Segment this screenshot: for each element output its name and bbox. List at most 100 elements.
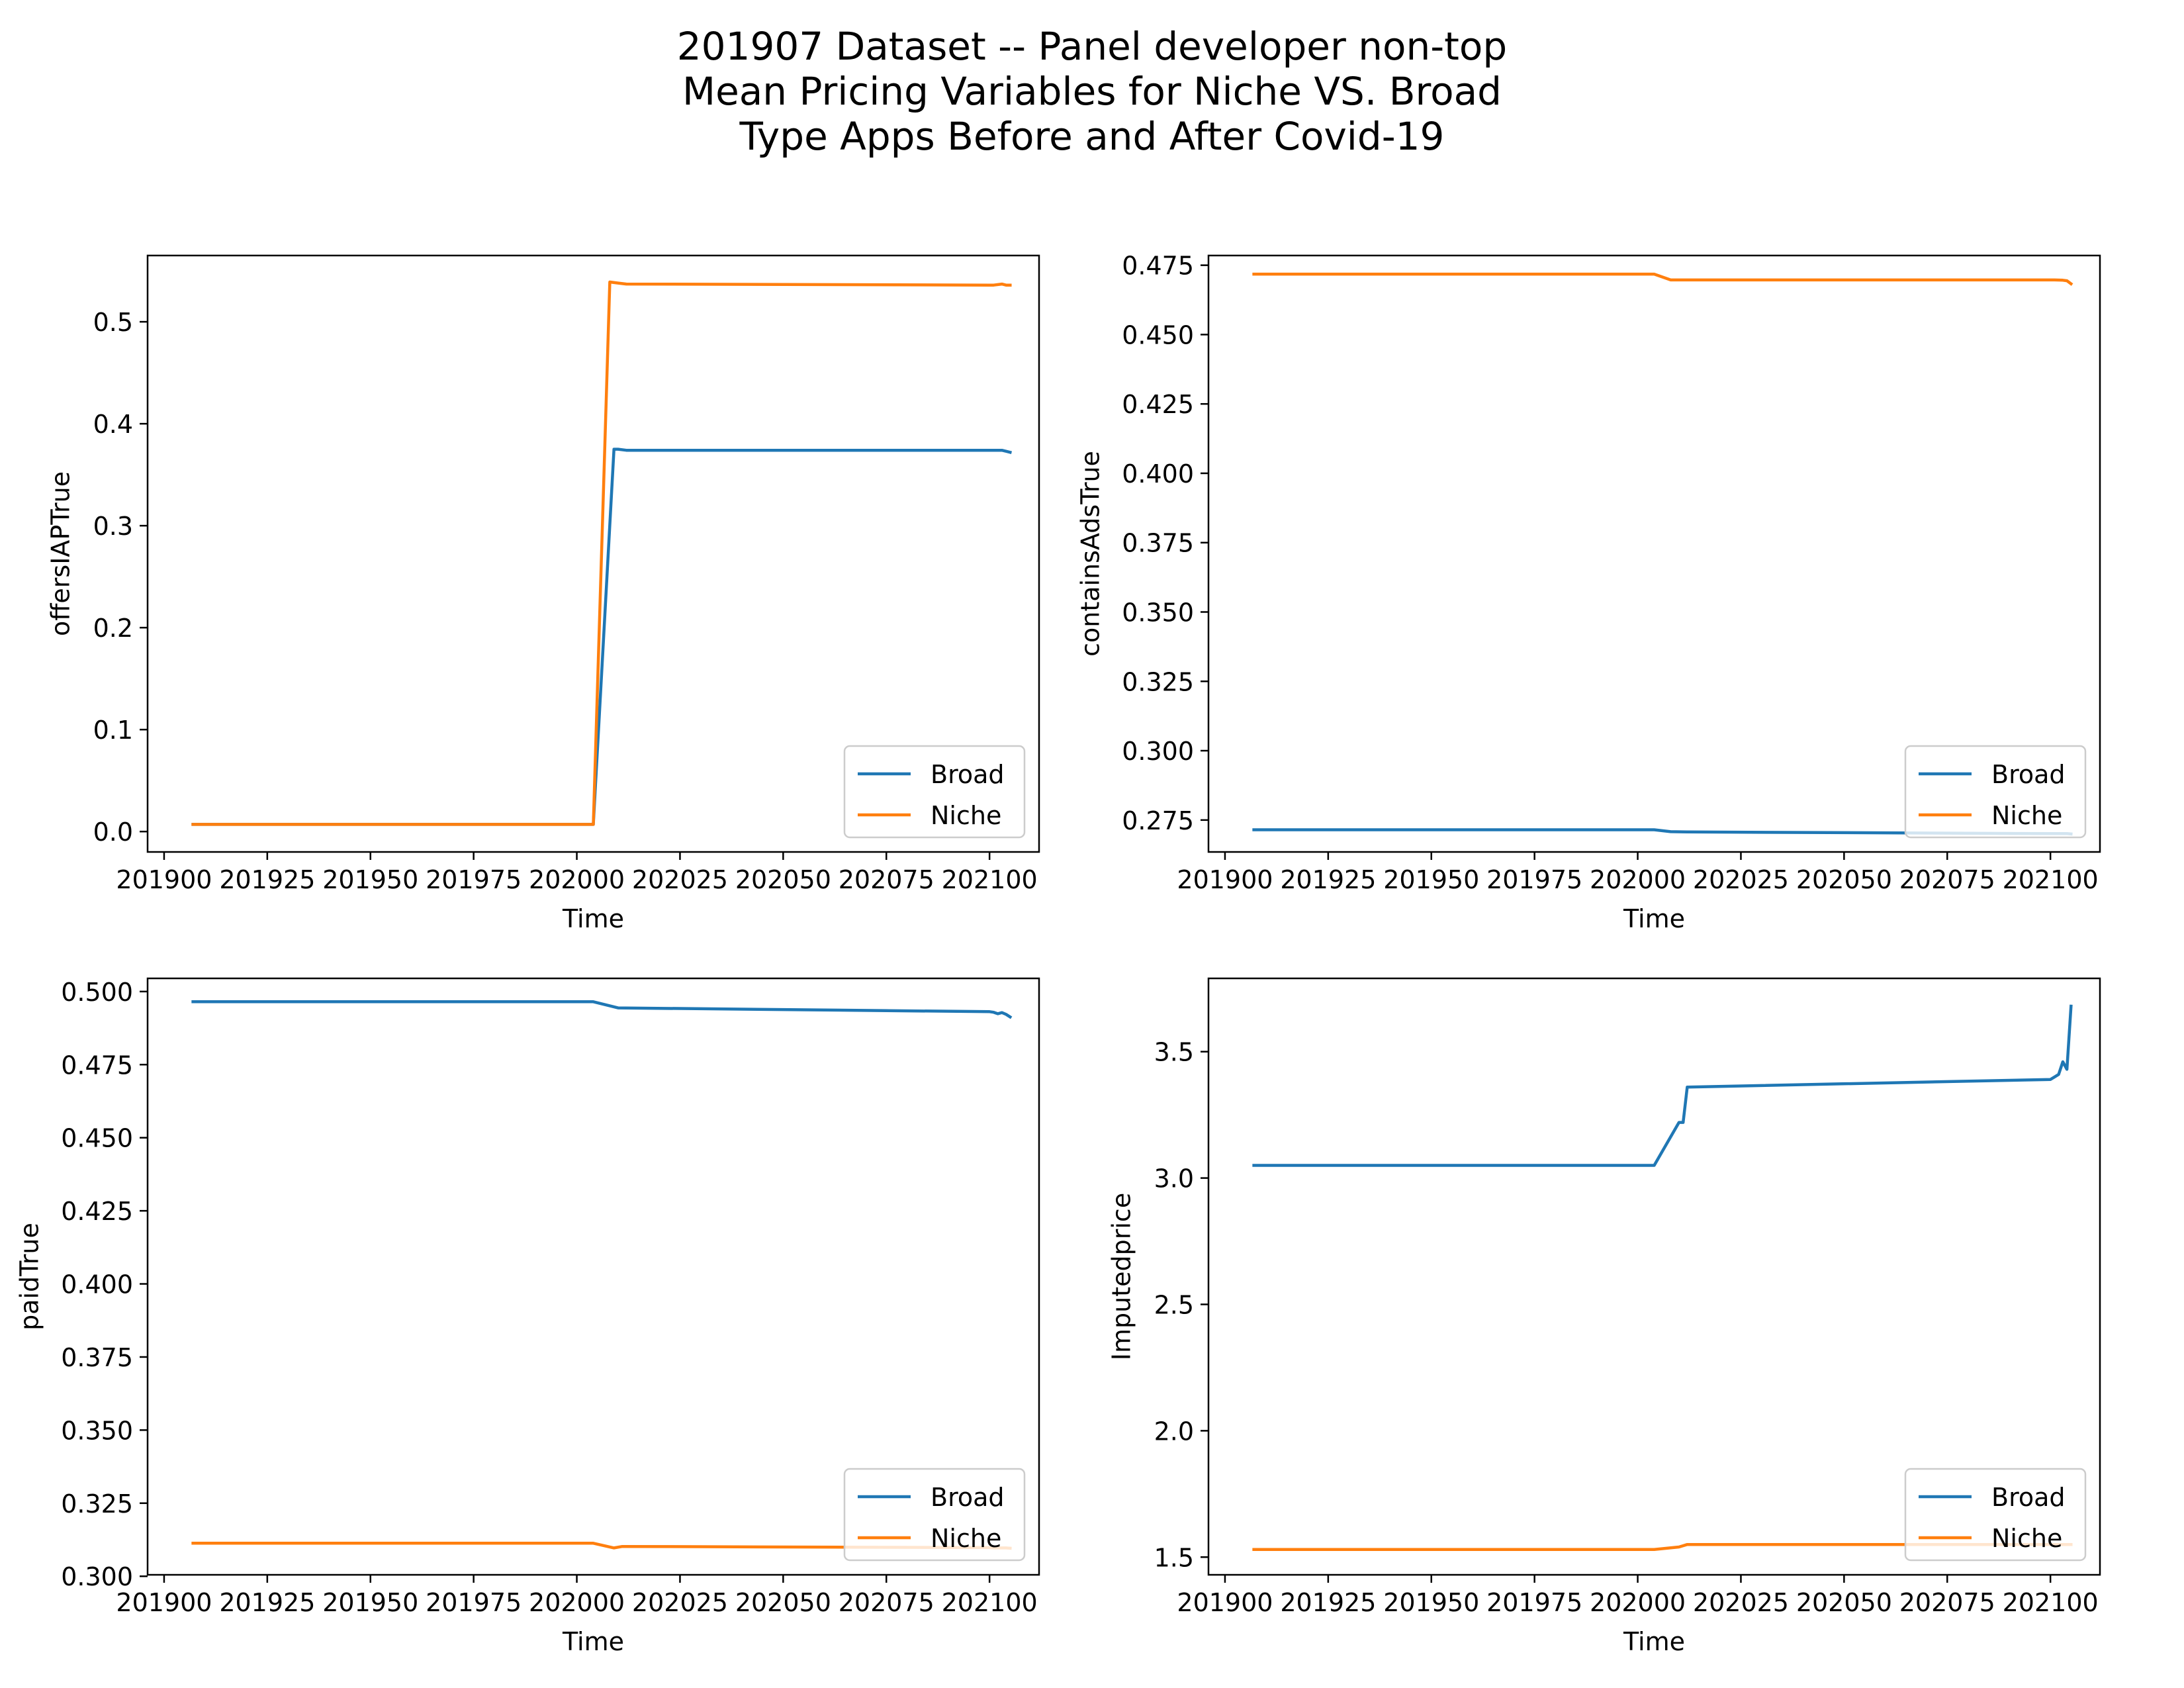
y-tick-label: 0.375: [61, 1343, 133, 1372]
y-axis-label: containsAdsTrue: [1076, 451, 1105, 657]
legend-label-niche: Niche: [1991, 801, 2062, 830]
y-tick-label: 0.300: [1122, 737, 1194, 766]
subplot-2: 201900 201925 201950 201975 202000 202025 2020…: [1076, 252, 2101, 933]
x-tick-label: 201900: [1177, 865, 1273, 894]
x-tick-label: 201900: [116, 1588, 212, 1617]
x-tick-label: 202100: [2003, 1588, 2099, 1617]
y-tick-label: 2.5: [1154, 1290, 1194, 1319]
legend-label-niche: Niche: [1991, 1524, 2062, 1553]
axes-frame: [146, 977, 1040, 1576]
y-tick-label: 2.0: [1154, 1417, 1194, 1446]
y-tick-label: 0.425: [61, 1197, 133, 1226]
x-tick-label: 202100: [2003, 865, 2099, 894]
y-tick-label: 0.425: [1122, 390, 1194, 419]
figure-title-line-2: Mean Pricing Variables for Niche VS. Bro…: [682, 69, 1502, 114]
y-tick-label: 0.400: [61, 1270, 133, 1299]
x-tick-label: 202075: [839, 865, 934, 894]
x-tick-label: 201900: [1177, 1588, 1273, 1617]
y-tick-label: 0.350: [61, 1416, 133, 1445]
x-tick-label: 202000: [1590, 1588, 1686, 1617]
y-tick-label: 0.475: [61, 1051, 133, 1080]
legend-label-broad: Broad: [931, 1483, 1005, 1512]
legend: Broad Niche: [843, 1468, 1026, 1562]
axes-frame: [146, 254, 1040, 853]
y-axis-label: Imputedprice: [1107, 1193, 1136, 1360]
x-tick-label: 202050: [1796, 865, 1892, 894]
y-tick-label: 0.300: [61, 1562, 133, 1591]
x-tick-label: 201925: [1280, 1588, 1376, 1617]
x-tick-label: 201925: [219, 1588, 315, 1617]
figure-title: 201907 Dataset -- Panel developer non-to…: [0, 24, 2184, 159]
x-tick-label: 201925: [1280, 865, 1376, 894]
x-tick-label: 202050: [735, 1588, 831, 1617]
y-axis-label: paidTrue: [15, 1223, 44, 1331]
x-tick-label: 202100: [942, 1588, 1038, 1617]
x-tick-label: 202075: [1899, 865, 1995, 894]
y-tick-label: 0.325: [1122, 667, 1194, 696]
legend-label-niche: Niche: [931, 1524, 1001, 1553]
x-tick-label: 202050: [735, 865, 831, 894]
series-line-niche: [1252, 272, 2073, 286]
series-line-broad: [191, 1000, 1013, 1019]
axes-frame: [1207, 254, 2101, 853]
y-axis-label: offersIAPTrue: [46, 471, 75, 636]
legend-label-niche: Niche: [931, 801, 1001, 830]
y-tick-label: 0.2: [93, 614, 133, 643]
x-axis-label: Time: [562, 1627, 624, 1656]
x-tick-label: 202050: [1796, 1588, 1892, 1617]
y-tick-label: 0.375: [1122, 529, 1194, 558]
x-tick-label: 202025: [1693, 865, 1789, 894]
y-tick-label: 0.475: [1122, 252, 1194, 281]
axes-frame: [1207, 977, 2101, 1576]
subplot-1: 201900 201925 201950 201975 202000 202025 2020…: [46, 254, 1040, 933]
y-tick-label: 0.275: [1122, 806, 1194, 835]
x-tick-label: 201975: [426, 865, 522, 894]
x-tick-label: 202025: [632, 1588, 728, 1617]
series-line-broad: [191, 447, 1013, 826]
y-tick-label: 1.5: [1154, 1543, 1194, 1572]
x-axis-label: Time: [1623, 904, 1685, 933]
y-tick-label: 0.400: [1122, 459, 1194, 489]
x-tick-label: 201950: [1383, 1588, 1479, 1617]
legend: Broad Niche: [1904, 1468, 2087, 1562]
x-tick-label: 201900: [116, 865, 212, 894]
figure-title-line-1: 201907 Dataset -- Panel developer non-to…: [676, 24, 1508, 69]
x-tick-label: 202075: [839, 1588, 934, 1617]
x-tick-label: 201950: [1383, 865, 1479, 894]
subplot-3: 201900 201925 201950 201975 202000 202025 2020…: [15, 977, 1040, 1656]
x-tick-label: 202025: [632, 865, 728, 894]
x-tick-label: 201925: [219, 865, 315, 894]
x-tick-label: 201950: [322, 865, 418, 894]
x-tick-label: 202000: [1590, 865, 1686, 894]
x-tick-label: 201975: [1486, 865, 1582, 894]
legend-label-broad: Broad: [1991, 760, 2066, 789]
legend: Broad Niche: [843, 745, 1026, 839]
x-axis-label: Time: [1623, 1627, 1685, 1656]
y-tick-label: 0.4: [93, 410, 133, 439]
y-tick-label: 0.350: [1122, 598, 1194, 628]
x-tick-label: 202075: [1899, 1588, 1995, 1617]
y-tick-label: 0.1: [93, 716, 133, 745]
x-tick-label: 202100: [942, 865, 1038, 894]
x-tick-label: 201975: [1486, 1588, 1582, 1617]
x-axis-label: Time: [562, 904, 624, 933]
y-tick-label: 0.3: [93, 512, 133, 541]
y-tick-label: 0.5: [93, 308, 133, 337]
legend-label-broad: Broad: [931, 760, 1005, 789]
x-tick-label: 201975: [426, 1588, 522, 1617]
y-tick-label: 3.0: [1154, 1164, 1194, 1194]
y-tick-label: 0.450: [61, 1124, 133, 1153]
y-tick-label: 3.5: [1154, 1038, 1194, 1067]
x-tick-label: 202000: [529, 865, 625, 894]
y-tick-label: 0.325: [61, 1489, 133, 1519]
figure-title-line-3: Type Apps Before and After Covid-19: [739, 114, 1445, 159]
legend: Broad Niche: [1904, 745, 2087, 839]
subplot-4: 201900 201925 201950 201975 202000 202025 2020…: [1107, 977, 2101, 1656]
series-line-niche: [191, 280, 1012, 826]
x-tick-label: 202000: [529, 1588, 625, 1617]
x-tick-label: 201950: [322, 1588, 418, 1617]
x-tick-label: 202025: [1693, 1588, 1789, 1617]
series-line-broad: [1252, 1004, 2073, 1167]
